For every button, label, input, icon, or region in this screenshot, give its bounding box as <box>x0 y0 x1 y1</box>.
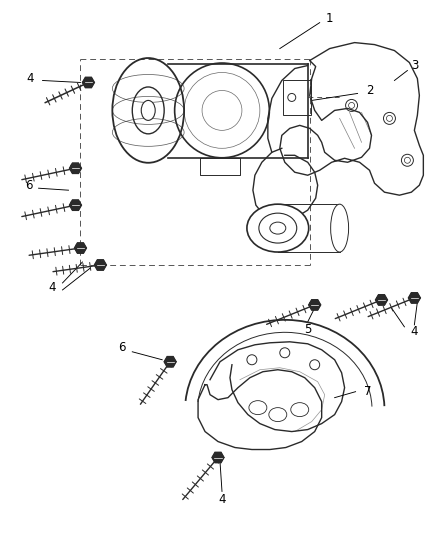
Text: 2: 2 <box>366 84 373 97</box>
Ellipse shape <box>247 204 309 252</box>
Text: 4: 4 <box>411 325 418 338</box>
Ellipse shape <box>331 204 349 252</box>
Polygon shape <box>408 293 420 303</box>
Text: 4: 4 <box>27 72 34 85</box>
Ellipse shape <box>270 222 286 234</box>
Polygon shape <box>95 260 106 270</box>
Polygon shape <box>74 243 86 253</box>
Polygon shape <box>70 200 81 211</box>
Polygon shape <box>375 295 388 305</box>
Text: 5: 5 <box>304 324 311 336</box>
Text: 6: 6 <box>119 341 126 354</box>
Polygon shape <box>309 300 321 310</box>
Text: 4: 4 <box>49 281 56 294</box>
Text: 6: 6 <box>25 179 32 192</box>
Text: 3: 3 <box>411 59 418 72</box>
Text: 7: 7 <box>364 385 371 398</box>
Polygon shape <box>82 77 95 87</box>
Ellipse shape <box>141 100 155 120</box>
Polygon shape <box>212 453 224 463</box>
Polygon shape <box>70 163 81 173</box>
Text: 4: 4 <box>218 493 226 506</box>
Text: 1: 1 <box>326 12 333 25</box>
Polygon shape <box>164 357 176 367</box>
